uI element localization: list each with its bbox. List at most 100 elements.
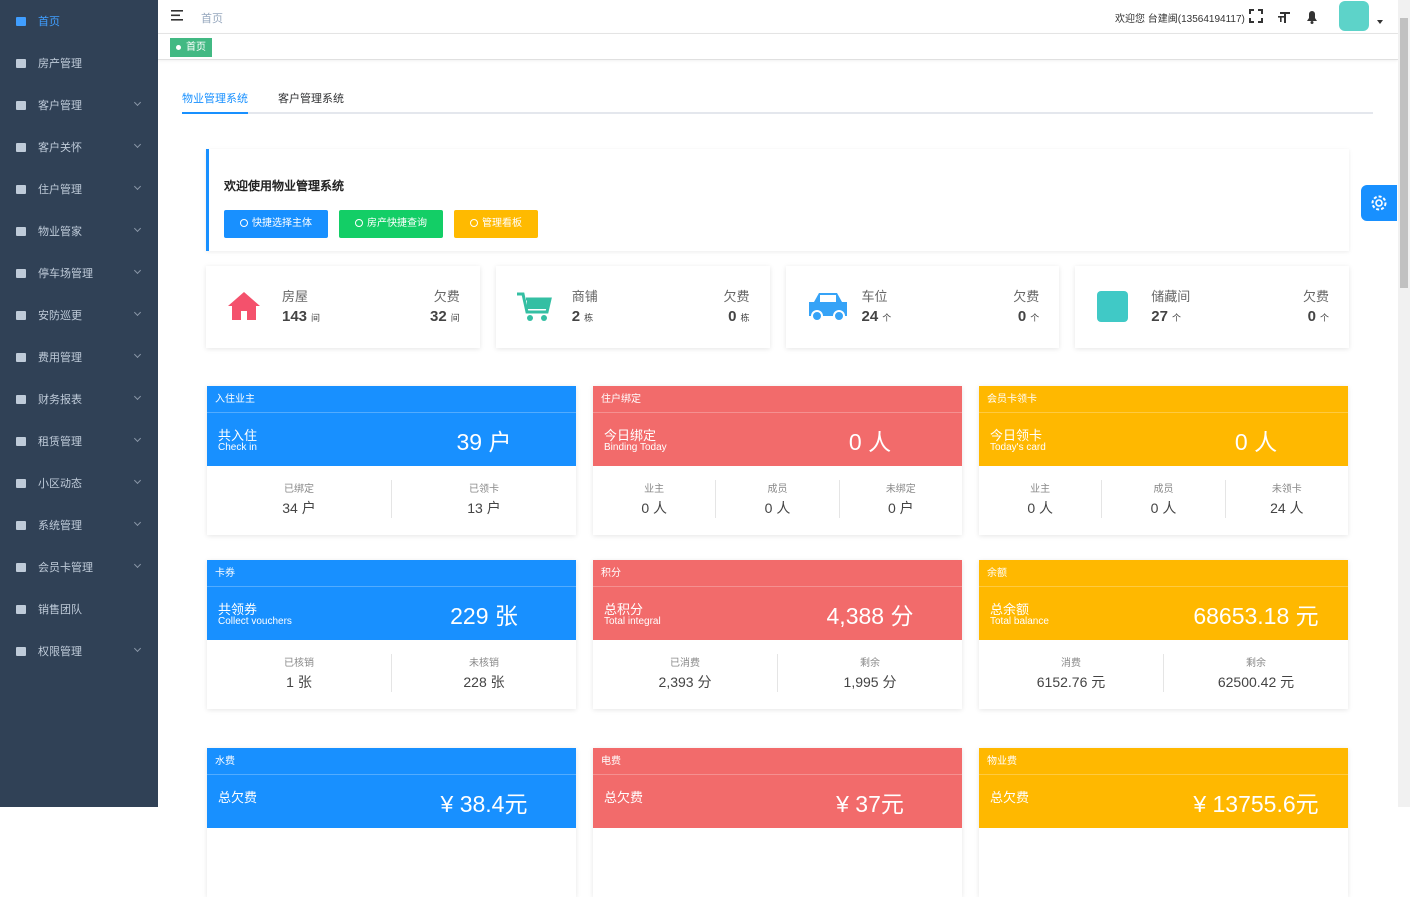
stat: 已核销 1 张 — [207, 654, 391, 692]
menu-item[interactable]: 安防巡更 — [0, 294, 158, 336]
scrollbar[interactable] — [1398, 0, 1410, 807]
button-icon — [470, 219, 478, 227]
stat: 业主 0 人 — [979, 480, 1101, 518]
count: 27 — [1151, 308, 1168, 325]
menu-chevron — [133, 476, 142, 485]
debt-label: 欠费 — [1302, 289, 1329, 304]
stat-label: 业主 — [644, 484, 665, 495]
stat-label: 未领卡 — [1271, 484, 1302, 495]
menu-icon — [16, 394, 26, 404]
button[interactable]: 房产快捷查询 — [339, 210, 443, 238]
card-subtitle: Binding Today — [604, 442, 667, 453]
menu-item[interactable]: 物业管家 — [0, 210, 158, 252]
tab[interactable]: 物业管理系统 — [182, 88, 248, 114]
stat-value: 0 人 — [641, 500, 667, 516]
menu-chevron — [133, 224, 142, 233]
menu-item[interactable]: 销售团队 — [0, 588, 158, 630]
button[interactable]: 快捷选择主体 — [224, 210, 328, 238]
card-stats: 业主 0 人 成员 0 人 未绑定 0 户 — [593, 466, 962, 518]
menu-item[interactable]: 系统管理 — [0, 504, 158, 546]
card-main: 总欠费 ¥ 38.4元 — [207, 775, 576, 828]
menu-icon — [16, 268, 26, 278]
menu-toggle[interactable] — [171, 10, 183, 21]
menu-label: 销售团队 — [38, 604, 82, 616]
stat-value: 0 人 — [1150, 500, 1177, 516]
debt-label: 欠费 — [433, 289, 460, 304]
menu-item[interactable]: 客户关怀 — [0, 126, 158, 168]
stat-card: 积分 总积分 Total integral 4,388 分已消费 2,393 分 剩余 1,… — [593, 560, 962, 709]
menu-icon — [16, 520, 26, 530]
card-main: 总积分 Total integral 4,388 分 — [593, 587, 962, 640]
card-subtitle: Collect vouchers — [218, 616, 292, 627]
menu-label: 权限管理 — [38, 646, 82, 658]
card-value: ¥ 13755.6元 — [1193, 791, 1319, 817]
button[interactable]: 管理看板 — [454, 210, 538, 238]
menu-icon — [16, 58, 26, 68]
stat: 已绑定 34 户 — [207, 480, 391, 518]
card-main: 总欠费 ¥ 13755.6元 — [979, 775, 1348, 828]
summary-count: 24 个 — [862, 308, 892, 325]
menu-icon — [16, 646, 26, 656]
menu-item[interactable]: 首页 — [0, 0, 158, 42]
menu-label: 房产管理 — [38, 58, 82, 70]
menu-item[interactable]: 权限管理 — [0, 630, 158, 672]
stat-value: 1 张 — [286, 674, 312, 690]
card-subtitle: Total integral — [604, 616, 661, 627]
menu-chevron — [133, 140, 142, 149]
toolbar-icons[interactable] — [1249, 9, 1349, 25]
menu-item[interactable]: 会员卡管理 — [0, 546, 158, 588]
card-subtitle: Total balance — [990, 616, 1049, 627]
button-label: 管理看板 — [482, 218, 522, 229]
button-label: 快捷选择主体 — [252, 218, 312, 229]
card-value: 39 户 — [456, 429, 512, 455]
avatar-caret[interactable] — [1377, 20, 1383, 24]
avatar[interactable] — [1339, 1, 1369, 31]
count: 0 — [1307, 308, 1316, 325]
menu-chevron — [133, 560, 142, 569]
summary-label: 商铺 — [571, 289, 598, 304]
stat: 已领卡 13 户 — [391, 480, 576, 518]
menu-item[interactable]: 停车场管理 — [0, 252, 158, 294]
card-title: 总积分 — [604, 602, 644, 617]
tab[interactable]: 客户管理系统 — [278, 93, 344, 105]
unit: 间 — [311, 313, 321, 323]
menu-item[interactable]: 费用管理 — [0, 336, 158, 378]
menu-item[interactable]: 房产管理 — [0, 42, 158, 84]
stat-value: 0 人 — [764, 500, 791, 516]
card-main: 今日绑定 Binding Today 0 人 — [593, 413, 962, 466]
summary-card: 车位 24 个欠费 0 个 — [785, 266, 1060, 348]
menu-icon — [16, 100, 26, 110]
card-title: 今日领卡 — [990, 428, 1043, 443]
stat-value: 2,393 分 — [658, 674, 712, 690]
menu-item[interactable]: 客户管理 — [0, 84, 158, 126]
card-header: 物业费 — [979, 748, 1348, 775]
stat-label: 已领卡 — [469, 484, 499, 495]
unit: 个 — [1319, 313, 1329, 323]
menu-label: 小区动态 — [38, 478, 82, 490]
menu-item[interactable]: 小区动态 — [0, 462, 158, 504]
menu-item[interactable]: 住户管理 — [0, 168, 158, 210]
welcome-text: 欢迎您 台建闽(13564194117) — [1115, 14, 1245, 25]
stat: 成员 0 人 — [715, 480, 838, 518]
card-subtitle: Today's card — [990, 442, 1046, 453]
menu-label: 住户管理 — [38, 184, 82, 196]
stat-value: 0 人 — [1027, 500, 1053, 516]
sidebar: 首页房产管理客户管理 客户关怀住户管理物业管家 停车场管理 安防巡更 费用管理 财务报表租… — [0, 0, 158, 807]
settings-button[interactable] — [1361, 185, 1397, 221]
stat-label: 成员 — [1153, 484, 1174, 495]
stat: 业主 0 人 — [593, 480, 715, 518]
card-title: 总余额 — [990, 602, 1030, 617]
card-header: 电费 — [593, 748, 962, 775]
menu-item[interactable]: 财务报表 — [0, 378, 158, 420]
stat-value: 6152.76 元 — [1036, 674, 1106, 690]
summary-row: 房屋 143 间欠费 32 间商铺 2 栋欠费 0 栋车位 24 个欠费 0 个储藏间 27 个欠费 0 个 — [206, 266, 1349, 348]
tag[interactable]: 首页 — [170, 38, 212, 57]
card-value: 0 人 — [848, 429, 892, 455]
menu-item[interactable]: 租赁管理 — [0, 420, 158, 462]
breadcrumb[interactable]: 首页 — [201, 13, 223, 25]
stat-card: 电费 总欠费 ¥ 37元 — [593, 748, 962, 897]
summary-label: 房屋 — [282, 289, 309, 304]
stat-label: 成员 — [767, 484, 788, 495]
menu-chevron — [133, 266, 142, 275]
stat: 未核销 228 张 — [391, 654, 576, 692]
